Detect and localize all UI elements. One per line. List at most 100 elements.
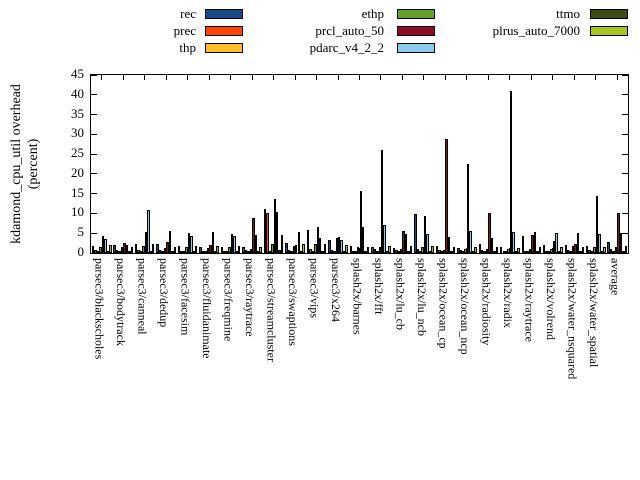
bar-ethp (614, 247, 618, 253)
bar-thp (483, 251, 486, 253)
bar-rec (457, 247, 460, 253)
bar-thp (290, 251, 293, 253)
y-tick-mark (622, 252, 628, 254)
y-tick-label: 30 (71, 125, 84, 141)
bar-pdarc_v4_2_2 (619, 233, 623, 253)
bar-ttmo (214, 251, 217, 253)
bar-plrus_auto_7000 (517, 247, 520, 253)
bar-prec (459, 250, 462, 253)
bar-rec (521, 236, 524, 253)
bar-prcl_auto_50 (316, 227, 319, 253)
bar-ttmo (450, 251, 453, 253)
bar-prcl_auto_50 (209, 245, 212, 253)
x-tick-mark (273, 75, 275, 80)
bar-ethp (485, 249, 489, 253)
bar-ttmo (321, 251, 324, 253)
bar-plrus_auto_7000 (302, 243, 305, 253)
x-tick-mark (165, 75, 167, 80)
legend-swatch-pdarc_v4_2_2 (397, 43, 435, 53)
legend-label-prec: prec (173, 23, 196, 38)
x-tick-mark (359, 75, 360, 80)
bar-ttmo (600, 251, 604, 253)
bar-ethp (120, 247, 124, 253)
bar-prcl_auto_50 (273, 198, 277, 253)
x-tick-label: splash2x/water_spatial (586, 258, 601, 368)
bar-thp (440, 251, 443, 253)
bar-plrus_auto_7000 (452, 247, 456, 253)
bar-pdarc_v4_2_2 (297, 232, 300, 253)
bar-rec (263, 208, 267, 253)
bar-plrus_auto_7000 (431, 246, 434, 253)
bar-thp (376, 251, 379, 253)
y-tick-label: 0 (77, 244, 85, 259)
bar-ttmo (278, 250, 281, 253)
bar-rec (285, 243, 288, 253)
bar-prec (137, 249, 140, 253)
x-tick-label: parsec3/fluidanimate (200, 258, 215, 359)
bar-ethp (228, 247, 231, 253)
y-tick-mark (91, 232, 97, 234)
bar-plrus_auto_7000 (259, 247, 262, 253)
bar-thp (118, 251, 121, 253)
y-tick-label: 20 (71, 164, 84, 180)
bar-plrus_auto_7000 (195, 245, 198, 253)
bar-plrus_auto_7000 (495, 247, 499, 253)
bar-rec (349, 246, 353, 253)
x-tick-mark (101, 75, 103, 80)
bar-prec (330, 250, 334, 253)
x-tick-label: parsec3/x264 (329, 258, 344, 322)
bar-prcl_auto_50 (595, 196, 599, 253)
y-tick-mark (91, 173, 97, 175)
x-tick-label: splash2x/ocean_ncp (457, 258, 472, 355)
bar-thp (354, 251, 358, 253)
x-tick-label: parsec3/dedup (157, 258, 172, 328)
bar-prcl_auto_50 (101, 236, 105, 253)
bar-ttmo (514, 251, 518, 253)
bar-prcl_auto_50 (509, 90, 513, 253)
bar-rec (414, 213, 417, 253)
bar-pdarc_v4_2_2 (404, 234, 408, 253)
bar-ttmo (622, 251, 625, 253)
bar-plrus_auto_7000 (603, 246, 606, 253)
bar-ttmo (536, 251, 539, 253)
bar-rec (242, 247, 245, 253)
bar-prcl_auto_50 (552, 241, 556, 253)
bar-pdarc_v4_2_2 (469, 231, 472, 253)
bar-prec (266, 213, 269, 253)
bar-ethp (421, 247, 424, 253)
y-tick-mark (622, 114, 628, 116)
bar-thp (569, 251, 572, 253)
bar-prec (115, 250, 119, 253)
x-tick-mark (466, 75, 468, 80)
legend-label-prcl_auto_50: prcl_auto_50 (315, 23, 384, 38)
x-tick-label: parsec3/streamcluster (264, 258, 279, 362)
x-tick-label: parsec3/bodytrack (114, 258, 129, 346)
y-tick-mark (622, 193, 628, 195)
bar-ttmo (579, 251, 582, 253)
x-tick-label: parsec3/raytrace (243, 258, 258, 337)
y-tick-mark (622, 133, 628, 135)
x-tick-label: splash2x/raytrace (522, 258, 537, 342)
bar-thp (504, 251, 508, 253)
bar-ethp (357, 246, 360, 253)
bar-thp (204, 251, 207, 253)
bar-thp (96, 251, 100, 253)
y-axis-title-line2: (percent) (26, 138, 41, 190)
x-tick-mark (444, 75, 446, 80)
x-tick-mark (294, 75, 296, 80)
bar-pdarc_v4_2_2 (318, 238, 322, 253)
bar-rec (435, 246, 439, 253)
bar-pdarc_v4_2_2 (512, 232, 515, 253)
bar-pdarc_v4_2_2 (190, 236, 193, 253)
x-tick-label: splash2x/lu_ncb (414, 258, 429, 336)
x-tick-mark (208, 75, 210, 80)
bar-ethp (400, 249, 403, 253)
x-tick-mark (380, 75, 382, 80)
bar-ethp (142, 245, 145, 253)
bar-prec (373, 249, 377, 253)
bar-pdarc_v4_2_2 (533, 231, 537, 253)
bar-plrus_auto_7000 (323, 243, 327, 253)
y-tick-label: 25 (71, 145, 84, 161)
bar-plrus_auto_7000 (216, 246, 219, 253)
